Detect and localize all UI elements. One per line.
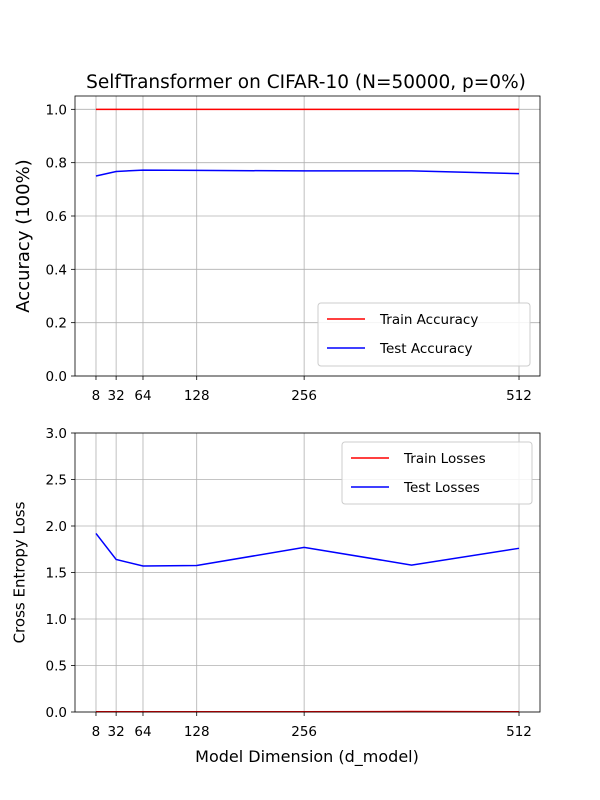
y-axis-label: Cross Entropy Loss — [11, 501, 29, 643]
y-tick-label: 2.5 — [46, 473, 67, 489]
y-tick-label: 0.6 — [46, 209, 67, 225]
axes-frame — [74, 95, 541, 377]
x-tick-label: 8 — [92, 724, 101, 740]
series-line-2 — [95, 532, 520, 567]
series-line-2 — [95, 169, 520, 177]
legend-box — [341, 441, 533, 505]
y-tick-label: 0.0 — [46, 369, 67, 385]
legend-label: Test Losses — [403, 480, 480, 496]
x-tick-label: 32 — [108, 388, 125, 404]
x-tick-label: 64 — [134, 388, 151, 404]
accuracy-panel: 8 32 64 128 256 512 0.0 0.2 0.4 0.6 0.8 1.0 Accuracy… — [13, 95, 541, 404]
x-tick-label: 32 — [108, 724, 125, 740]
x-tick-label: 256 — [291, 388, 317, 404]
x-tick-label: 128 — [184, 724, 210, 740]
y-tick-label: 0.0 — [46, 705, 67, 721]
legend-box — [317, 302, 531, 367]
legend-label: Train Losses — [403, 451, 486, 467]
legend-label: Train Accuracy — [379, 312, 478, 328]
x-tick-label: 256 — [291, 724, 317, 740]
y-tick-label: 2.0 — [46, 519, 67, 535]
x-tick-label: 512 — [506, 388, 532, 404]
y-tick-label: 0.5 — [46, 659, 67, 675]
y-tick-label: 1.0 — [46, 612, 67, 628]
x-tick-label: 64 — [134, 724, 151, 740]
chart-title: SelfTransformer on CIFAR-10 (N=50000, p=… — [86, 72, 526, 93]
x-tick-label: 8 — [92, 388, 101, 404]
y-tick-label: 0.8 — [46, 156, 67, 172]
y-axis-label: Accuracy (100%) — [13, 159, 34, 312]
x-axis-label: Model Dimension (d_model) — [195, 747, 419, 767]
y-tick-label: 1.5 — [46, 566, 67, 582]
x-tick-label: 128 — [184, 388, 210, 404]
y-tick-label: 0.2 — [46, 316, 67, 332]
y-tick-label: 1.0 — [46, 102, 67, 118]
legend-label: Test Accuracy — [379, 341, 473, 357]
y-tick-label: 3.0 — [46, 426, 67, 442]
x-tick-label: 512 — [506, 724, 532, 740]
y-tick-label: 0.4 — [46, 262, 67, 278]
loss-panel: 8 32 64 128 256 512 0.0 0.5 1.0 1.5 2.0 2.5 3.0 Cross… — [11, 426, 541, 740]
